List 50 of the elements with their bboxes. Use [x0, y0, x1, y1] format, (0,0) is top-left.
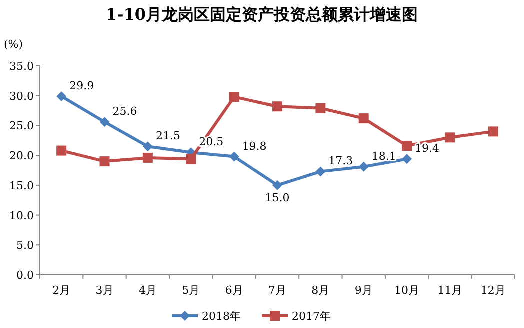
x-tick-label: 10月: [394, 284, 420, 297]
data-label: 18.1: [372, 150, 396, 163]
data-label: 15.0: [265, 191, 290, 204]
data-label: 21.5: [156, 130, 180, 143]
point: [100, 156, 110, 167]
x-tick-label: 3月: [96, 284, 114, 297]
x-tick-label: 4月: [138, 284, 157, 297]
y-tick-label: 5.0: [16, 239, 34, 252]
x-tick-label: 7月: [268, 284, 286, 297]
x-tick-label: 2月: [52, 284, 71, 297]
legend-label: 2017年: [292, 310, 331, 323]
x-tick-label: 6月: [225, 284, 244, 297]
point: [358, 114, 369, 124]
point: [358, 162, 369, 172]
point: [488, 126, 498, 137]
data-label: 25.6: [112, 105, 138, 118]
point: [316, 166, 326, 177]
x-tick-label: 11月: [438, 284, 463, 297]
legend-label: 2018年: [202, 310, 241, 323]
point: [229, 92, 240, 102]
point: [142, 142, 153, 152]
point: [445, 132, 456, 143]
x-tick-label: 5月: [182, 284, 200, 297]
point: [186, 154, 196, 164]
x-tick-label: 9月: [354, 284, 373, 297]
x-tick-label: 8月: [312, 284, 330, 297]
data-label: 19.8: [242, 140, 267, 153]
point: [272, 180, 282, 190]
point: [272, 102, 282, 112]
point: [56, 146, 67, 156]
y-tick-label: 30.0: [10, 90, 34, 103]
y-tick-label: 0.0: [16, 269, 34, 282]
y-tick-label: 35.0: [10, 60, 34, 73]
point: [142, 152, 153, 163]
x-tick-label: 12月: [480, 284, 506, 297]
point: [402, 141, 412, 152]
point: [100, 117, 110, 128]
y-tick-label: 10.0: [10, 209, 34, 222]
point: [316, 103, 326, 114]
y-tick-label: 20.0: [10, 150, 34, 163]
point: [56, 91, 67, 102]
y-axis-title: (%): [4, 38, 24, 51]
data-label: 29.9: [70, 79, 94, 92]
chart-title: 1-10月龙岗区固定资产投资总额累计增速图: [106, 5, 418, 24]
y-tick-label: 15.0: [10, 179, 34, 192]
data-label: 17.3: [328, 154, 354, 168]
y-tick-label: 25.0: [10, 120, 34, 133]
point: [402, 154, 412, 164]
data-label: 19.4: [415, 142, 440, 156]
point: [229, 152, 240, 162]
